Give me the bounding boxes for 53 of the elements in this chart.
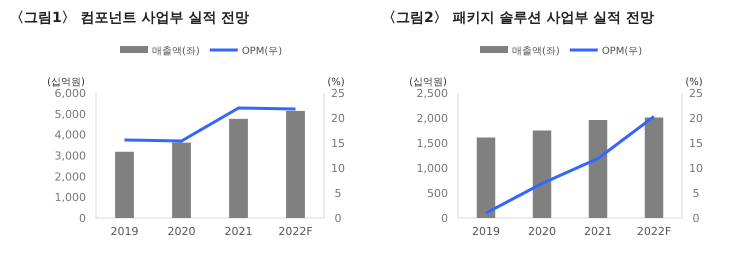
y2-tick-label: 0 [692, 212, 700, 225]
x-tick-label: 2022F [636, 225, 672, 238]
y-tick-label: 2,500 [416, 87, 448, 100]
bar [588, 120, 608, 218]
y-tick-label: 0 [441, 212, 448, 225]
y2-axis-title: (%) [327, 77, 345, 88]
y-tick-label: 1,000 [54, 191, 86, 204]
x-tick-label: 2022F [278, 225, 313, 238]
y2-tick-label: 15 [689, 137, 703, 150]
bar [172, 142, 191, 218]
legend-label: OPM(우) [242, 46, 282, 57]
y-tick-label: 3,000 [54, 150, 86, 162]
y-tick-label: 6,000 [54, 87, 86, 100]
y2-tick-label: 5 [334, 187, 342, 200]
x-tick-label: 2019 [110, 225, 138, 238]
bar [644, 118, 664, 218]
chart-title: 〈그림2〉 패키지 솔루션 사업부 실적 전망 [382, 10, 654, 26]
bar [476, 138, 496, 218]
y-axis-title: (십억원) [47, 77, 85, 88]
y2-tick-label: 10 [689, 162, 703, 175]
x-tick-label: 2021 [224, 225, 252, 238]
x-tick-label: 2020 [168, 225, 196, 238]
y2-tick-label: 25 [331, 87, 345, 100]
line-series [123, 106, 297, 142]
y-axis-title: (십억원) [409, 77, 447, 88]
y-tick-label: 0 [79, 212, 86, 225]
x-tick-label: 2021 [584, 225, 612, 238]
y-tick-label: 5,000 [54, 108, 86, 121]
x-tick-label: 2019 [472, 225, 500, 238]
y-tick-label: 2,000 [54, 170, 86, 184]
legend-label: 매출액(좌) [512, 46, 560, 57]
y-tick-label: 1,500 [416, 137, 448, 150]
bar [115, 152, 134, 218]
line-series [484, 115, 656, 214]
bar [286, 110, 305, 218]
y-tick-label: 4,000 [54, 128, 86, 142]
y2-tick-label: 15 [331, 137, 345, 150]
y2-tick-label: 5 [692, 187, 700, 200]
y2-tick-label: 0 [334, 212, 342, 225]
y-tick-label: 500 [427, 187, 448, 200]
bar [532, 130, 552, 218]
y2-tick-label: 25 [689, 87, 703, 100]
y-tick-label: 2,000 [416, 112, 448, 125]
y2-tick-label: 20 [331, 112, 345, 125]
x-tick-label: 2020 [528, 225, 556, 238]
legend-label: 매출액(좌) [152, 46, 200, 57]
chart-title: 〈그림1〉 컴포넌트 사업부 실적 전망 [10, 10, 250, 26]
y2-axis-title: (%) [685, 77, 703, 88]
y2-tick-label: 10 [331, 162, 345, 175]
y2-tick-label: 20 [689, 112, 703, 125]
bar [229, 118, 248, 218]
legend-label: OPM(우) [602, 46, 642, 57]
y-tick-label: 1,000 [416, 162, 448, 175]
